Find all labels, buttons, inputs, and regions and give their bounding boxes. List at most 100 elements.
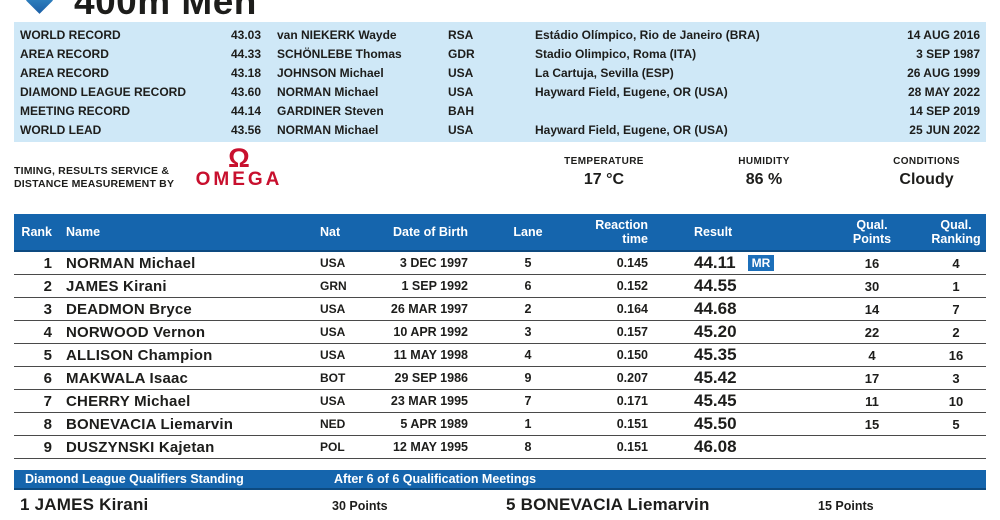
qual-points-cell: 11 [865,393,879,409]
humidity-value: 86 % [745,171,783,188]
header-reaction-time: Reaction time [595,218,648,246]
reaction-time-cell: 0.151 [616,417,648,431]
result-row: 5 ALLISON Champion USA 11 MAY 1998 4 0.1… [14,344,986,367]
omega-wordmark: OMEGA [195,169,283,190]
date-of-birth-cell: 1 SEP 1992 [401,279,469,293]
record-result: 44.14 [230,103,261,118]
date-of-birth-cell: 5 APR 1989 [400,417,468,431]
qual-points-cell: 4 [868,347,876,363]
nationality-cell: NED [320,417,346,431]
record-date: 14 AUG 2016 [907,27,980,42]
qual-points-cell: 14 [864,301,880,317]
qualifier-entry: 1 JAMES Kirani 30 Points [14,495,500,515]
timing-provider-line1: TIMING, RESULTS SERVICE & [14,165,170,177]
reaction-time-cell: 0.164 [616,302,648,316]
record-label: WORLD RECORD [20,27,121,42]
qual-ranking-cell: 3 [952,370,960,386]
result-row: 1 NORMAN Michael USA 3 DEC 1997 5 0.145 … [14,252,986,275]
qualifier-name: BONEVACIA Liemarvin [520,495,710,514]
result-time: 45.35 [694,345,737,364]
result-row: 8 BONEVACIA Liemarvin NED 5 APR 1989 1 0… [14,413,986,436]
result-row: 3 DEADMON Bryce USA 26 MAR 1997 2 0.164 … [14,298,986,321]
record-label: DIAMOND LEAGUE RECORD [20,84,187,99]
result-time: 45.42 [694,368,737,387]
qualifiers-entries: 1 JAMES Kirani 30 Points 5 BONEVACIA Lie… [14,495,986,515]
record-result: 43.03 [230,27,261,42]
header-nat: Nat [320,225,341,239]
lane-cell: 8 [524,440,532,454]
qual-points-cell: 30 [864,278,880,294]
reaction-time-cell: 0.157 [616,325,648,339]
header-qual-ranking: Qual. Ranking [931,218,981,246]
record-label: AREA RECORD [20,46,109,61]
record-nationality: BAH [448,103,474,118]
record-athlete: GARDINER Steven [277,103,384,118]
results-table: Rank Name Nat Date of Birth Lane Reactio… [14,214,986,459]
result-time: 44.55 [694,276,737,295]
rank-cell: 1 [43,254,52,272]
nationality-cell: GRN [320,279,347,293]
omega-symbol-icon: Ω [228,143,250,173]
record-nationality: USA [448,84,474,99]
header-qual-points: Qual. Points [852,218,892,246]
humidity-block: HUMIDITY 86 % [699,156,829,189]
rank-cell: 9 [43,438,52,456]
result-cell: 44.11 MR [648,253,818,273]
nationality-cell: USA [320,394,346,408]
record-nationality: USA [448,65,474,80]
rank-cell: 7 [43,392,52,410]
date-of-birth-cell: 23 MAR 1995 [390,394,468,408]
records-panel: WORLD RECORD 43.03 van NIEKERK Wayde RSA… [14,22,986,142]
result-time: 46.08 [694,437,737,456]
result-cell: 45.50 [648,414,818,434]
qualifiers-title: Diamond League Qualifiers Standing [25,472,244,486]
record-athlete: NORMAN Michael [277,122,379,137]
page-title: 400m Men [74,0,257,22]
record-row: DIAMOND LEAGUE RECORD 43.60 NORMAN Micha… [14,82,986,101]
record-result: 43.18 [230,65,261,80]
qual-points-cell: 22 [864,324,880,340]
record-nationality: RSA [448,27,474,42]
nationality-cell: POL [320,440,345,454]
athlete-name-cell: NORMAN Michael [66,254,196,272]
qual-ranking-cell: 16 [948,347,964,363]
record-label: MEETING RECORD [20,103,131,118]
nationality-cell: USA [320,325,346,339]
record-venue: Hayward Field, Eugene, OR (USA) [535,84,728,99]
nationality-cell: BOT [320,371,346,385]
record-athlete: SCHÖNLEBE Thomas [277,46,402,61]
reaction-time-cell: 0.152 [616,279,648,293]
conditions-label: CONDITIONS [893,156,960,167]
athlete-name-cell: MAKWALA Isaac [66,369,189,387]
qualifier-name: JAMES Kirani [34,495,149,514]
timing-provider-label: TIMING, RESULTS SERVICE & DISTANCE MEASU… [14,165,174,191]
record-venue: Estádio Olímpico, Rio de Janeiro (BRA) [535,27,760,42]
result-time: 45.50 [694,414,737,433]
result-row: 9 DUSZYNSKI Kajetan POL 12 MAY 1995 8 0.… [14,436,986,459]
record-row: MEETING RECORD 44.14 GARDINER Steven BAH… [14,101,986,120]
record-athlete: NORMAN Michael [277,84,379,99]
result-time: 44.11 [694,253,736,272]
reaction-time-cell: 0.171 [616,394,648,408]
result-cell: 44.68 [648,299,818,319]
record-result: 44.33 [230,46,261,61]
result-row: 6 MAKWALA Isaac BOT 29 SEP 1986 9 0.207 … [14,367,986,390]
lane-cell: 7 [524,394,532,408]
qual-ranking-cell: 4 [952,255,960,271]
record-result: 43.60 [230,84,261,99]
record-label: WORLD LEAD [20,122,102,137]
nationality-cell: USA [320,302,346,316]
record-date: 28 MAY 2022 [907,84,980,99]
date-of-birth-cell: 10 APR 1992 [393,325,468,339]
event-title-strip: 400m Men [0,0,1000,22]
qualifiers-subtitle: After 6 of 6 Qualification Meetings [334,472,537,486]
result-cell: 44.55 [648,276,818,296]
qualifier-points: 30 Points [332,499,388,513]
record-athlete: van NIEKERK Wayde [277,27,397,42]
result-cell: 46.08 [648,437,818,457]
record-row: AREA RECORD 44.33 SCHÖNLEBE Thomas GDR S… [14,44,986,63]
record-result: 43.56 [230,122,261,137]
qualifier-rank: 5 [506,495,516,514]
record-venue: La Cartuja, Sevilla (ESP) [535,65,674,80]
timing-provider-line2: DISTANCE MEASUREMENT BY [14,178,175,190]
